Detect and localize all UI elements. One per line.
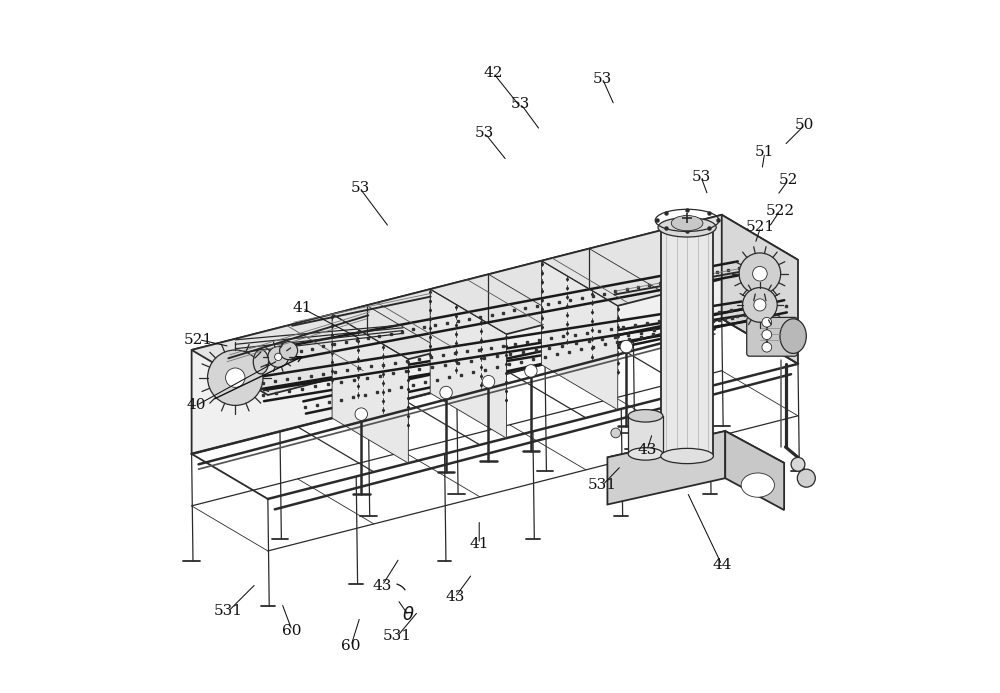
Text: 531: 531 [383, 629, 412, 643]
Text: 53: 53 [350, 182, 370, 195]
Text: 52: 52 [779, 173, 798, 187]
Polygon shape [192, 215, 722, 454]
Circle shape [762, 317, 772, 327]
Circle shape [275, 353, 282, 360]
Text: 43: 43 [373, 579, 392, 593]
Circle shape [226, 368, 245, 387]
Polygon shape [725, 431, 784, 510]
Circle shape [743, 288, 777, 322]
Text: $\theta$: $\theta$ [402, 606, 415, 624]
Circle shape [208, 350, 263, 405]
Text: 43: 43 [637, 444, 657, 457]
Polygon shape [542, 261, 618, 410]
Circle shape [791, 457, 805, 471]
Circle shape [355, 408, 367, 421]
Ellipse shape [671, 216, 703, 231]
Circle shape [525, 365, 537, 377]
Circle shape [280, 342, 298, 360]
Text: 42: 42 [483, 66, 503, 80]
Ellipse shape [253, 350, 269, 374]
Text: 41: 41 [293, 301, 312, 315]
Circle shape [440, 386, 452, 398]
Ellipse shape [628, 410, 663, 422]
Polygon shape [332, 314, 408, 463]
Circle shape [611, 428, 621, 438]
Text: 53: 53 [511, 97, 530, 111]
Circle shape [482, 376, 495, 388]
Circle shape [754, 299, 766, 311]
Ellipse shape [661, 448, 713, 464]
Text: 44: 44 [712, 558, 732, 572]
Ellipse shape [780, 319, 806, 353]
Circle shape [268, 346, 289, 367]
Polygon shape [607, 431, 725, 505]
Text: 60: 60 [341, 639, 361, 653]
Circle shape [762, 330, 772, 340]
Circle shape [739, 253, 781, 295]
Text: 53: 53 [475, 126, 494, 140]
Polygon shape [430, 289, 506, 438]
Text: 53: 53 [593, 72, 612, 86]
Circle shape [762, 342, 772, 352]
Text: 521: 521 [746, 220, 775, 234]
Ellipse shape [741, 473, 774, 498]
Polygon shape [722, 215, 798, 364]
Polygon shape [607, 431, 784, 489]
Text: 60: 60 [282, 624, 302, 638]
Circle shape [753, 266, 767, 281]
Bar [661, 227, 713, 456]
Text: 531: 531 [588, 478, 617, 492]
Bar [628, 416, 663, 454]
FancyBboxPatch shape [747, 317, 797, 356]
Text: 521: 521 [184, 333, 213, 346]
Text: 40: 40 [187, 398, 206, 412]
Circle shape [797, 469, 815, 487]
Circle shape [620, 340, 633, 353]
Text: 50: 50 [795, 118, 815, 132]
Ellipse shape [658, 218, 716, 237]
Text: 531: 531 [214, 604, 243, 618]
Text: 522: 522 [765, 204, 795, 218]
Text: 41: 41 [469, 537, 489, 551]
Polygon shape [192, 215, 798, 395]
Text: 43: 43 [445, 590, 465, 604]
Ellipse shape [628, 448, 663, 460]
Text: 53: 53 [691, 170, 711, 184]
Text: 51: 51 [755, 146, 774, 159]
